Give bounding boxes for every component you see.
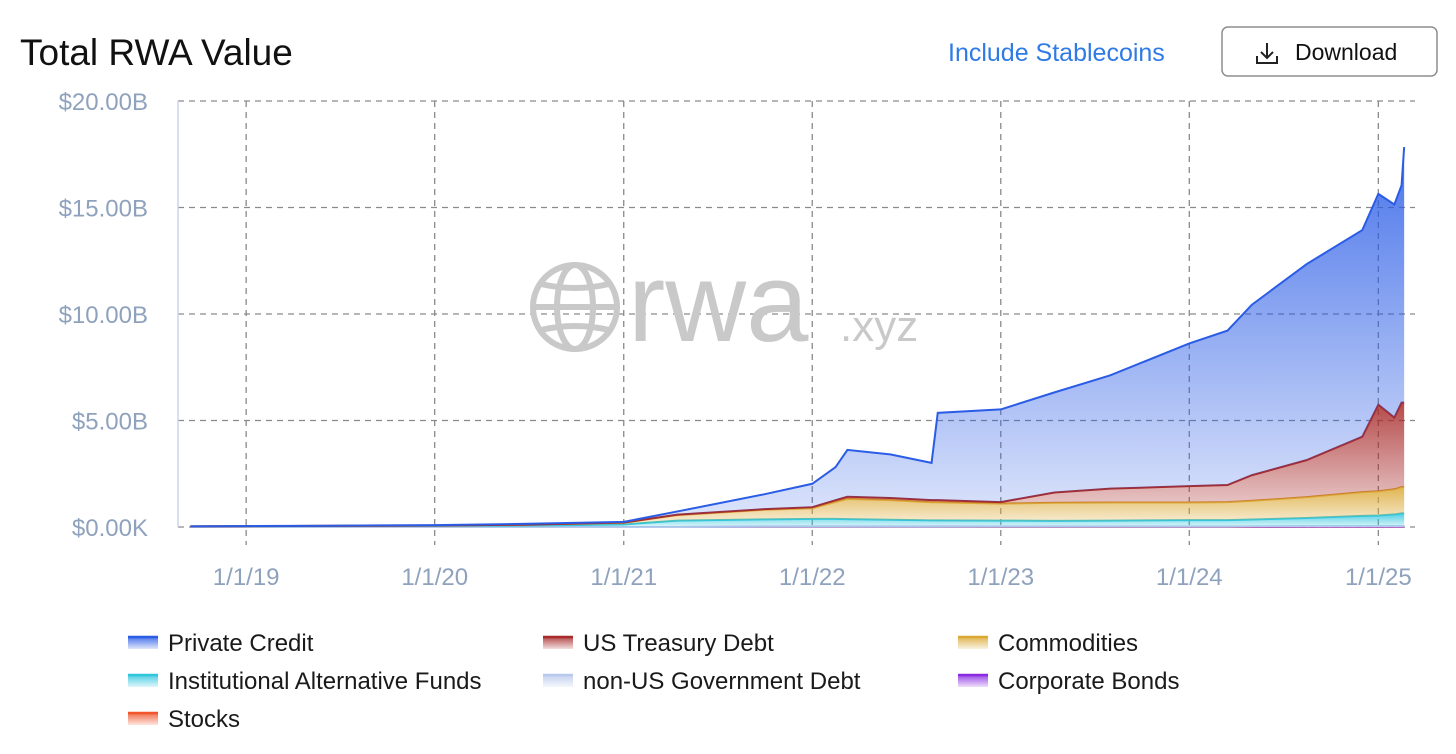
x-tick-label: 1/1/25 <box>1345 564 1412 591</box>
area <box>190 487 1405 527</box>
y-tick-label: $20.00B <box>59 89 148 116</box>
watermark-suffix: .xyz <box>840 302 918 351</box>
legend-swatch <box>128 675 158 687</box>
x-tick-label: 1/1/20 <box>401 564 468 591</box>
legend-label: Commodities <box>998 630 1138 657</box>
y-tick-label: $15.00B <box>59 196 148 223</box>
x-tick-label: 1/1/21 <box>590 564 657 591</box>
x-tick-label: 1/1/22 <box>779 564 846 591</box>
legend-label: Private Credit <box>168 630 314 657</box>
x-tick-label: 1/1/24 <box>1156 564 1223 591</box>
y-tick-label: $5.00B <box>72 409 148 436</box>
legend-item[interactable]: Corporate Bonds <box>958 668 1179 695</box>
x-tick-label: 1/1/23 <box>967 564 1034 591</box>
legend-item[interactable]: Private Credit <box>128 630 314 657</box>
watermark-text: rwa <box>628 240 809 365</box>
download-icon <box>1256 43 1278 64</box>
legend-swatch <box>958 637 988 649</box>
area <box>190 402 1405 527</box>
x-tick-label: 1/1/19 <box>213 564 280 591</box>
legend-item[interactable]: US Treasury Debt <box>543 630 774 657</box>
button-label[interactable]: Download <box>1295 39 1397 65</box>
download-button[interactable]: Download <box>1221 26 1438 77</box>
legend-item[interactable]: non-US Government Debt <box>543 668 861 695</box>
legend: Private Credit US Treasury Debt Commoditie… <box>128 630 1179 733</box>
area <box>190 513 1405 527</box>
legend-item[interactable]: Commodities <box>958 630 1138 657</box>
legend-swatch <box>543 637 573 649</box>
areas <box>190 146 1406 528</box>
area-line <box>190 146 1406 528</box>
legend-label: Corporate Bonds <box>998 668 1179 695</box>
stablecoins-toggle[interactable]: Include Stablecoins <box>948 39 1165 67</box>
legend-label: Institutional Alternative Funds <box>168 668 482 695</box>
legend-swatch <box>128 713 158 725</box>
legend-label: non-US Government Debt <box>583 668 861 695</box>
watermark <box>530 262 620 352</box>
legend-swatch <box>128 637 158 649</box>
legend-swatch <box>543 675 573 687</box>
area <box>190 147 1405 527</box>
chart-title: Total RWA Value <box>20 32 293 73</box>
legend-swatch <box>958 675 988 687</box>
legend-label: Stocks <box>168 706 240 733</box>
legend-label: US Treasury Debt <box>583 630 774 657</box>
legend-item[interactable]: Institutional Alternative Funds <box>128 668 482 695</box>
axes: $0.00K $5.00B $10.00B $15.00B $20.00B 1/1/19 1… <box>59 89 1412 591</box>
y-tick-label: $10.00B <box>59 302 148 329</box>
legend-item[interactable]: Stocks <box>128 706 240 733</box>
y-tick-label: $0.00K <box>72 515 148 542</box>
